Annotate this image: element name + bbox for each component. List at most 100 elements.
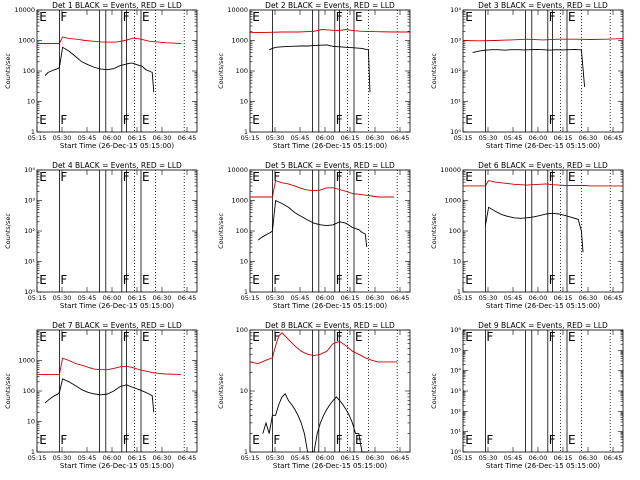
marker-f: F [60, 433, 67, 447]
marker-f-top: F [123, 10, 130, 24]
lld-series-line [462, 38, 624, 42]
x-tick-label: 06:45 [178, 454, 197, 462]
y-tick-label: 10¹ [450, 428, 461, 436]
panel-1: Det 1 BLACK = Events, RED = LLD 1 10 100 100… [4, 1, 198, 150]
x-axis-label: Start Time (26-Dec-15 05:15:00) [60, 302, 174, 310]
marker-f-top: F [549, 10, 556, 24]
marker-f-top: F [60, 170, 67, 184]
x-tick-label: 05:15 [241, 454, 260, 462]
panel-2: Det 2 BLACK = Events, RED = LLD 1 10 100 100… [217, 1, 411, 150]
x-tick-label: 05:45 [504, 294, 523, 302]
y-tick-label: 1 [457, 288, 461, 296]
panel-3: Det 3 BLACK = Events, RED = LLD 10⁰ 10¹ 10²… [430, 1, 624, 150]
x-axis-label: Start Time (26-Dec-15 05:15:00) [273, 462, 387, 470]
y-tick-label: 100 [236, 227, 248, 235]
x-tick-label: 06:45 [178, 134, 197, 142]
marker-e-top: E [465, 170, 473, 184]
events-series-line [257, 199, 368, 247]
x-tick-label: 05:30 [479, 454, 498, 462]
y-tick-label: 100 [236, 326, 248, 334]
x-tick-label: 05:15 [454, 294, 473, 302]
x-tick-label: 06:45 [178, 294, 197, 302]
x-tick-label: 06:00 [103, 294, 122, 302]
y-tick-label: 10¹ [450, 98, 461, 106]
y-tick-label: 10² [24, 227, 35, 235]
y-tick-label: 100 [449, 227, 461, 235]
marker-f-top: F [336, 10, 343, 24]
marker-f-top: F [123, 330, 130, 344]
y-tick-label: 1 [31, 448, 35, 456]
x-tick-label: 06:00 [316, 294, 335, 302]
x-tick-label: 06:30 [153, 454, 172, 462]
y-tick-label: 10 [240, 387, 248, 395]
marker-f: F [123, 273, 130, 287]
marker-f: F [336, 113, 343, 127]
y-axis-label: Counts/sec [4, 53, 12, 89]
marker-e: E [465, 113, 473, 127]
panel-title: Det 2 BLACK = Events, RED = LLD [265, 1, 395, 10]
x-tick-label: 05:15 [241, 294, 260, 302]
y-tick-label: 10 [27, 98, 35, 106]
x-tick-label: 06:30 [153, 134, 172, 142]
y-tick-label: 10³ [450, 37, 461, 45]
x-tick-label: 05:30 [266, 454, 285, 462]
x-tick-label: 06:15 [554, 134, 573, 142]
y-tick-label: 10 [240, 98, 248, 106]
x-tick-label: 06:15 [128, 134, 147, 142]
y-tick-label: 10⁴ [24, 166, 35, 174]
marker-f: F [549, 113, 556, 127]
y-tick-label: 1000 [18, 37, 35, 45]
events-series-line [484, 206, 584, 253]
events-series-line [262, 393, 369, 453]
panel-title: Det 1 BLACK = Events, RED = LLD [52, 1, 182, 10]
marker-e: E [39, 113, 47, 127]
events-series-line [269, 44, 371, 93]
marker-e: E [465, 273, 473, 287]
x-tick-label: 05:45 [291, 454, 310, 462]
plot-frame [462, 9, 624, 133]
y-tick-label: 100 [23, 387, 35, 395]
marker-e: E [355, 113, 363, 127]
marker-e-top: E [355, 10, 363, 24]
y-tick-label: 10³ [450, 387, 461, 395]
x-tick-label: 05:45 [78, 454, 97, 462]
marker-e-top: E [355, 170, 363, 184]
events-series-line [44, 46, 155, 93]
marker-e-top: E [142, 10, 150, 24]
y-tick-label: 1000 [18, 357, 35, 365]
marker-e-top: E [568, 170, 576, 184]
lld-series-line [249, 29, 410, 34]
marker-e: E [39, 433, 47, 447]
y-axis-label: Counts/sec [217, 213, 225, 249]
marker-f-top: F [273, 330, 280, 344]
y-tick-label: 1000 [444, 197, 461, 205]
marker-f-top: F [273, 170, 280, 184]
x-tick-label: 06:30 [579, 294, 598, 302]
x-tick-label: 05:45 [504, 134, 523, 142]
x-tick-label: 05:45 [78, 134, 97, 142]
y-axis-label: Counts/sec [430, 53, 438, 89]
panel-title: Det 3 BLACK = Events, RED = LLD [478, 1, 608, 10]
x-tick-label: 06:30 [579, 454, 598, 462]
marker-f: F [336, 433, 343, 447]
x-tick-label: 05:30 [53, 134, 72, 142]
y-tick-label: 10³ [24, 197, 35, 205]
marker-e-top: E [252, 10, 260, 24]
panel-title: Det 6 BLACK = Events, RED = LLD [478, 161, 608, 170]
y-tick-label: 10⁰ [24, 288, 35, 296]
panel-title: Det 5 BLACK = Events, RED = LLD [265, 161, 395, 170]
marker-e: E [252, 113, 260, 127]
y-tick-label: 10⁴ [450, 367, 461, 375]
x-axis-label: Start Time (26-Dec-15 05:15:00) [486, 302, 600, 310]
events-series-line [472, 48, 586, 87]
panel-9: Det 9 BLACK = Events, RED = LLD 10⁰ 10¹ 10²… [430, 321, 624, 470]
marker-f: F [549, 433, 556, 447]
x-axis-label: Start Time (26-Dec-15 05:15:00) [486, 462, 600, 470]
marker-e-top: E [465, 330, 473, 344]
y-tick-label: 1 [31, 128, 35, 136]
marker-f: F [549, 273, 556, 287]
x-tick-label: 05:15 [28, 454, 47, 462]
y-axis-label: Counts/sec [217, 373, 225, 409]
y-tick-label: 10⁵ [450, 346, 461, 354]
x-tick-label: 05:45 [78, 294, 97, 302]
